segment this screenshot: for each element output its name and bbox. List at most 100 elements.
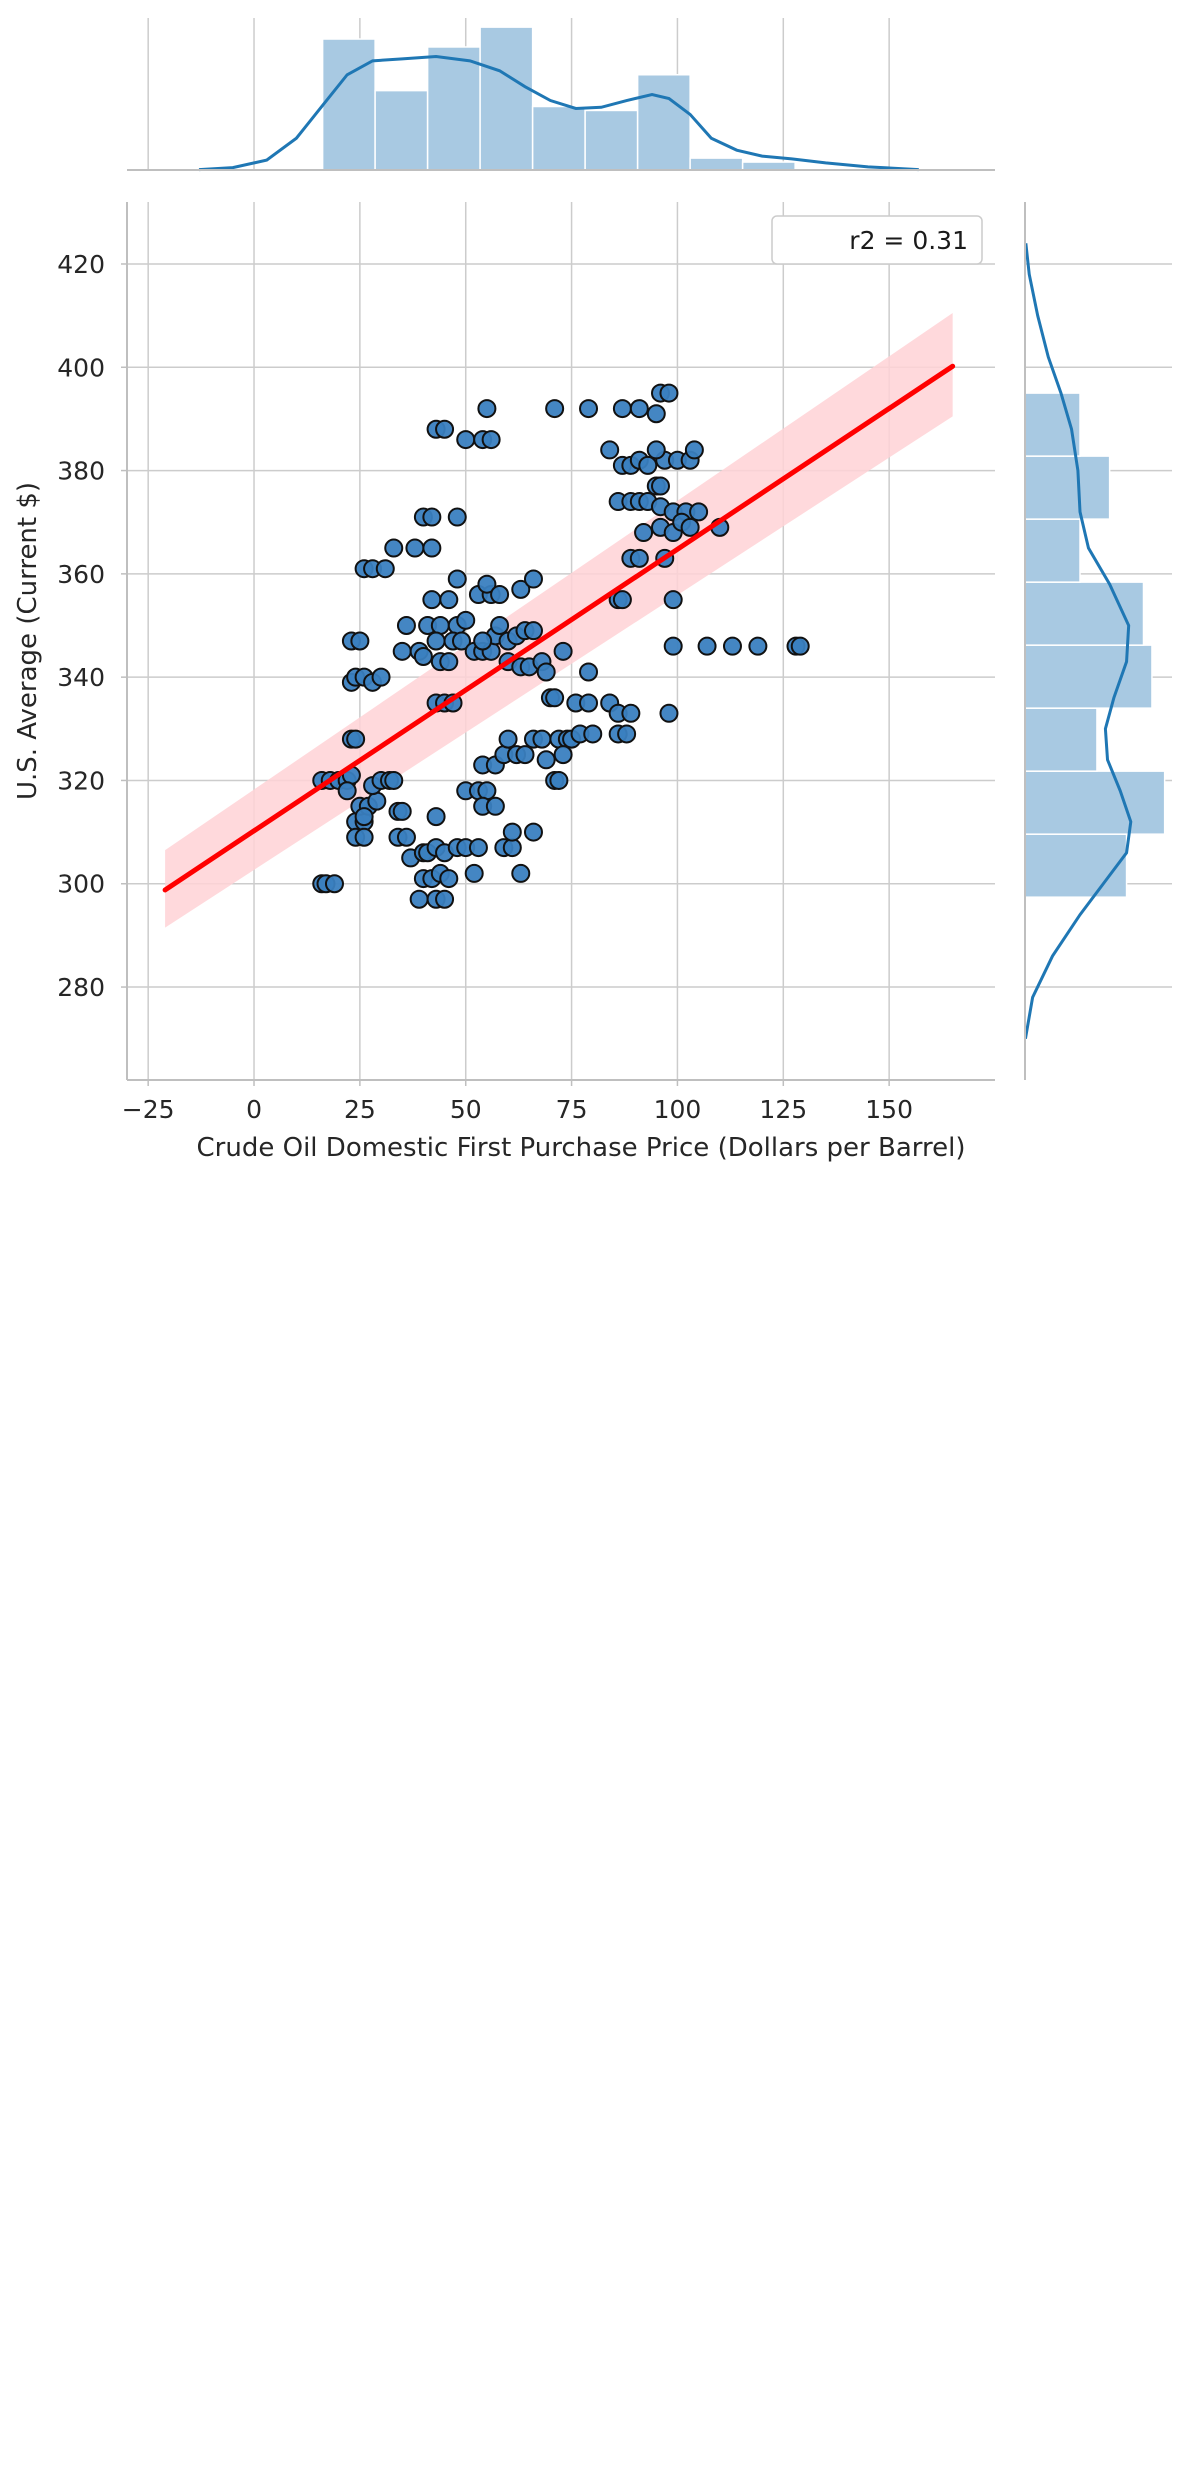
scatter-point bbox=[392, 801, 412, 821]
scatter-points bbox=[312, 383, 810, 909]
x-axis-ticks: −25 0 25 50 75 100 125 150 bbox=[122, 1080, 913, 1124]
scatter-point bbox=[511, 579, 531, 599]
scatter-point bbox=[375, 559, 395, 579]
x-tick-label: 75 bbox=[556, 1095, 588, 1124]
right-marginal-kde-curve bbox=[1023, 243, 1133, 1039]
scatter-point bbox=[790, 636, 810, 656]
y-tick-label: 300 bbox=[57, 870, 105, 899]
scatter-point bbox=[612, 399, 632, 419]
right-histogram-bar bbox=[1024, 833, 1128, 898]
scatter-point bbox=[477, 399, 497, 419]
scatter-point bbox=[439, 652, 459, 672]
scatter-point bbox=[511, 863, 531, 883]
legend: r2 = 0.31 bbox=[771, 215, 983, 265]
scatter-point bbox=[523, 621, 543, 641]
y-tick-label: 280 bbox=[57, 973, 105, 1002]
scatter-point bbox=[634, 523, 654, 543]
regression-line bbox=[162, 363, 956, 893]
x-tick-label: 100 bbox=[654, 1095, 702, 1124]
scatter-point bbox=[663, 636, 683, 656]
scatter-point bbox=[536, 750, 556, 770]
right-marginal-bars bbox=[1024, 392, 1166, 898]
scatter-point bbox=[367, 791, 387, 811]
scatter-point bbox=[337, 781, 357, 801]
scatter-point bbox=[490, 616, 510, 636]
right-histogram-bar bbox=[1024, 455, 1111, 520]
scatter-point bbox=[629, 399, 649, 419]
scatter-point bbox=[523, 569, 543, 589]
scatter-point bbox=[579, 662, 599, 682]
scatter-point bbox=[502, 838, 522, 858]
scatter-point bbox=[553, 745, 573, 765]
scatter-point bbox=[545, 688, 565, 708]
scatter-point bbox=[502, 822, 522, 842]
scatter-point bbox=[617, 724, 637, 744]
x-tick-label: 125 bbox=[759, 1095, 807, 1124]
y-tick-label: 400 bbox=[57, 353, 105, 382]
scatter-point bbox=[481, 430, 501, 450]
scatter-point bbox=[748, 636, 768, 656]
right-histogram-bar bbox=[1024, 770, 1166, 835]
right-marginal-histogram bbox=[1023, 202, 1172, 1080]
scatter-point bbox=[532, 729, 552, 749]
scatter-point bbox=[477, 574, 497, 594]
scatter-point bbox=[354, 827, 374, 847]
scatter-point bbox=[515, 745, 535, 765]
scatter-point bbox=[646, 404, 666, 424]
scatter-point bbox=[477, 781, 497, 801]
scatter-point bbox=[485, 796, 505, 816]
scatter-point bbox=[447, 569, 467, 589]
legend-box bbox=[771, 215, 983, 265]
scatter-point bbox=[697, 636, 717, 656]
scatter-point bbox=[549, 770, 569, 790]
scatter-point bbox=[722, 636, 742, 656]
top-histogram-bar bbox=[374, 89, 429, 171]
scatter-point bbox=[456, 430, 476, 450]
top-histogram-bar bbox=[479, 26, 534, 171]
top-histogram-bar bbox=[636, 73, 691, 171]
right-histogram-bar bbox=[1024, 518, 1081, 583]
scatter-point bbox=[422, 590, 442, 610]
top-histogram-bar bbox=[531, 105, 586, 171]
y-tick-label: 320 bbox=[57, 766, 105, 795]
scatter-point bbox=[659, 703, 679, 723]
scatter-point bbox=[689, 502, 709, 522]
scatter-point bbox=[384, 538, 404, 558]
scatter-point bbox=[435, 889, 455, 909]
scatter-point bbox=[663, 590, 683, 610]
y-tick-label: 380 bbox=[57, 457, 105, 486]
scatter-point bbox=[435, 419, 455, 439]
scatter-point bbox=[430, 616, 450, 636]
y-tick-label: 340 bbox=[57, 663, 105, 692]
top-histogram-bar bbox=[689, 157, 744, 171]
x-tick-label: −25 bbox=[122, 1095, 175, 1124]
legend-label: r2 = 0.31 bbox=[849, 226, 968, 255]
y-tick-label: 420 bbox=[57, 250, 105, 279]
x-axis-label: Crude Oil Domestic First Purchase Price … bbox=[197, 1133, 966, 1163]
scatter-point bbox=[579, 693, 599, 713]
scatter-point bbox=[612, 590, 632, 610]
scatter-point bbox=[413, 646, 433, 666]
x-tick-label: 0 bbox=[246, 1095, 262, 1124]
scatter-point bbox=[621, 703, 641, 723]
scatter-point bbox=[439, 590, 459, 610]
scatter-point bbox=[350, 631, 370, 651]
scatter-point bbox=[346, 729, 366, 749]
main-scatter-plot: −25 0 25 50 75 100 125 150 280 300 320 340 360 380 40… bbox=[13, 202, 995, 1163]
scatter-point bbox=[473, 631, 493, 651]
scatter-point bbox=[396, 616, 416, 636]
scatter-point bbox=[422, 538, 442, 558]
scatter-point bbox=[456, 610, 476, 630]
x-tick-label: 25 bbox=[344, 1095, 376, 1124]
x-tick-label: 50 bbox=[450, 1095, 482, 1124]
right-histogram-bar bbox=[1024, 707, 1098, 772]
scatter-point bbox=[451, 631, 471, 651]
scatter-point bbox=[498, 729, 518, 749]
y-axis-ticks: 280 300 320 340 360 380 400 420 bbox=[57, 250, 127, 1002]
scatter-point bbox=[659, 383, 679, 403]
right-histogram-bar bbox=[1024, 392, 1081, 457]
scatter-point bbox=[384, 770, 404, 790]
top-histogram-bar bbox=[321, 38, 376, 171]
scatter-point bbox=[629, 548, 649, 568]
scatter-point bbox=[536, 662, 556, 682]
